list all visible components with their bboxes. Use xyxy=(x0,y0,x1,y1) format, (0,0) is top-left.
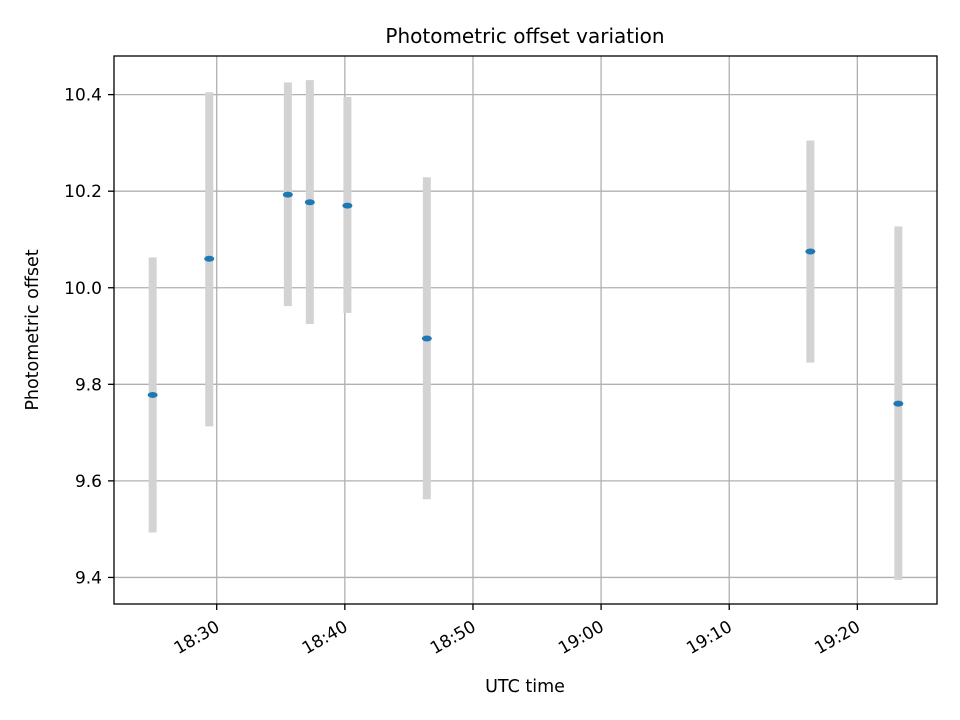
y-tick-label: 10.0 xyxy=(64,279,102,299)
y-tick-label: 10.4 xyxy=(64,86,102,106)
grid xyxy=(114,56,937,604)
y-axis-ticks: 9.4 9.6 9.8 10.0 10.2 10.4 xyxy=(64,86,114,588)
y-axis-label: Photometric offset xyxy=(23,249,43,410)
data-point xyxy=(204,255,215,262)
y-tick-label: 9.8 xyxy=(75,375,102,395)
data-point xyxy=(342,202,353,209)
data-point xyxy=(282,191,293,198)
y-tick-label: 9.4 xyxy=(75,568,102,588)
x-axis-label: UTC time xyxy=(485,677,565,697)
data-point xyxy=(805,248,816,255)
data-point xyxy=(147,391,158,398)
data-point xyxy=(304,199,315,206)
data-point xyxy=(893,400,904,407)
data-point xyxy=(421,335,432,342)
data-points xyxy=(147,191,904,407)
y-tick-label: 9.6 xyxy=(75,472,102,492)
y-tick-label: 10.2 xyxy=(64,182,102,202)
chart-title: Photometric offset variation xyxy=(385,24,664,48)
plot-frame xyxy=(113,55,938,605)
